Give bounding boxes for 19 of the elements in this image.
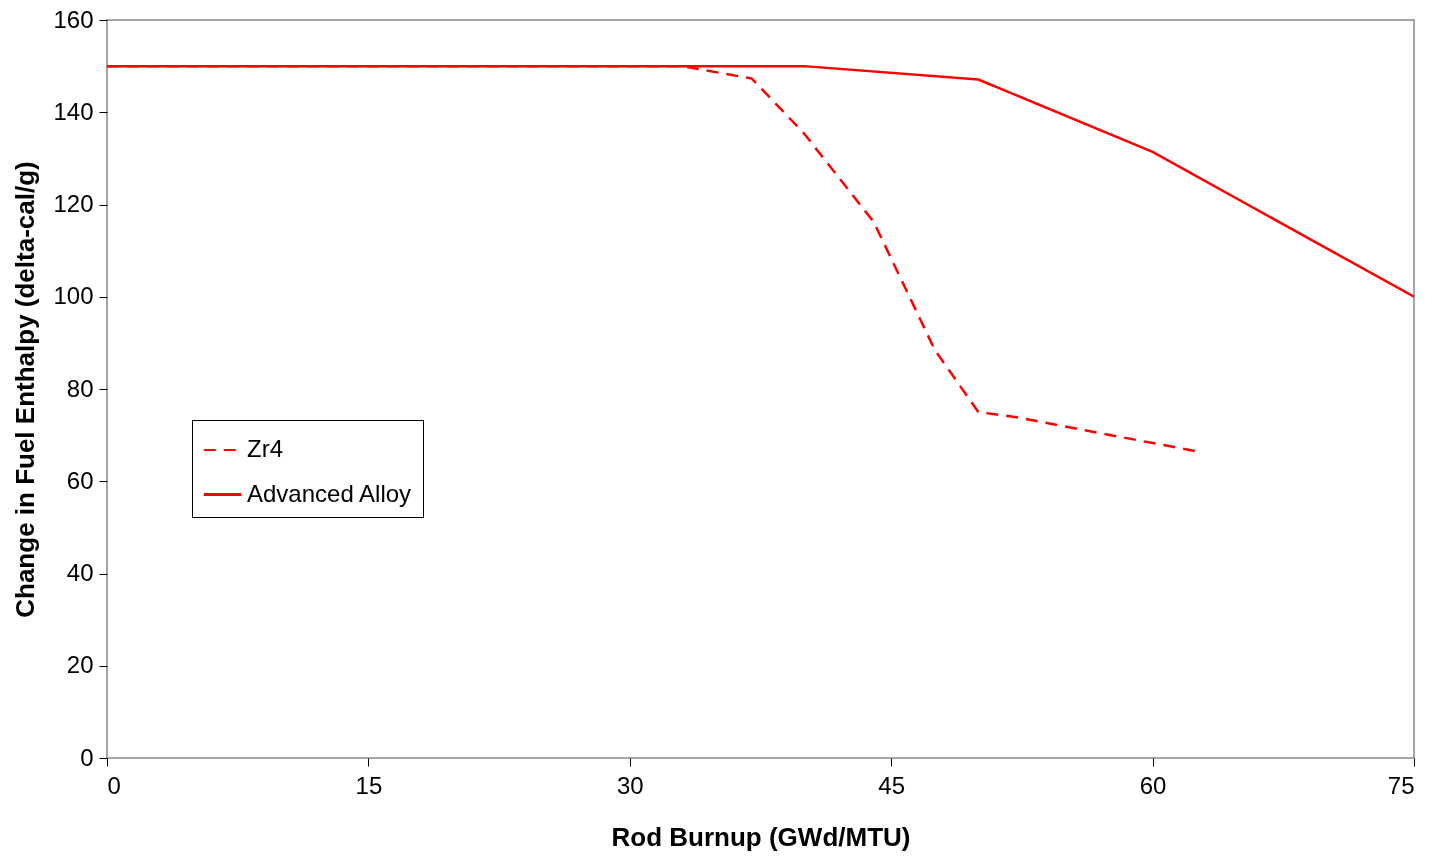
y-tick-label: 140 xyxy=(53,97,94,125)
x-tick-label: 0 xyxy=(107,771,121,799)
y-tick-label: 100 xyxy=(53,282,94,310)
y-tick-label: 80 xyxy=(66,374,94,402)
y-tick-label: 40 xyxy=(66,559,94,586)
y-axis-title: Change in Fuel Enthalpy (delta-cal/g) xyxy=(10,161,41,618)
x-tick-label: 15 xyxy=(355,771,383,799)
legend-label: Advanced Alloy xyxy=(247,479,412,507)
y-tick-label: 0 xyxy=(80,743,94,771)
y-tick-label: 60 xyxy=(66,466,94,494)
y-tick-label: 160 xyxy=(53,5,94,33)
legend-label: Zr4 xyxy=(247,435,283,462)
x-tick-label: 75 xyxy=(1387,771,1415,799)
x-axis-title: Rod Burnup (GWd/MTU) xyxy=(611,821,911,852)
y-tick-label: 20 xyxy=(66,651,94,679)
x-tick-label: 30 xyxy=(616,771,644,799)
y-tick-label: 120 xyxy=(53,190,94,217)
x-tick-label: 45 xyxy=(878,771,906,799)
x-tick-label: 60 xyxy=(1139,771,1167,799)
